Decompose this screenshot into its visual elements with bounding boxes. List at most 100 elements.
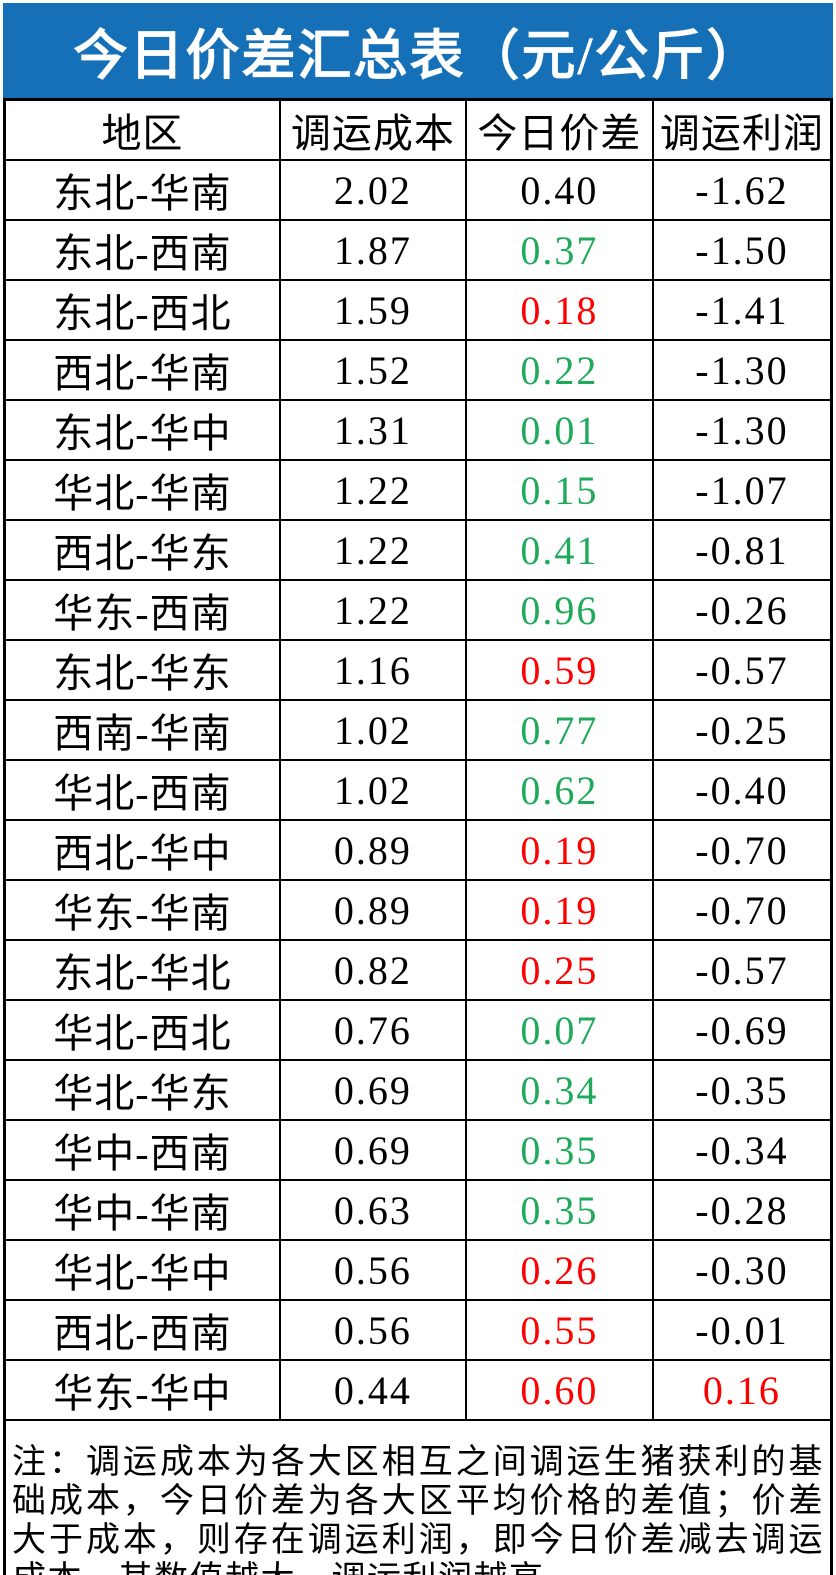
diff-cell: 0.41: [464, 519, 654, 581]
region-cell: 东北-西南: [3, 219, 281, 281]
profit-cell: -1.30: [651, 399, 833, 461]
column-header-profit: 调运利润: [651, 98, 833, 161]
profit-cell: -1.41: [651, 279, 833, 341]
page-title: 今日价差汇总表（元/公斤）: [3, 3, 833, 98]
cost-cell: 0.56: [278, 1299, 467, 1361]
region-cell: 东北-西北: [3, 279, 281, 341]
diff-cell: 0.40: [464, 159, 654, 221]
region-cell: 华中-西南: [3, 1119, 281, 1181]
column-header-cost: 调运成本: [278, 98, 467, 161]
profit-cell: -0.70: [651, 819, 833, 881]
table-row: 华北-华中 0.56 0.26 -0.30: [3, 1239, 833, 1301]
cost-cell: 0.69: [278, 1059, 467, 1121]
cost-cell: 1.02: [278, 759, 467, 821]
diff-cell: 0.19: [464, 879, 654, 941]
cost-cell: 0.69: [278, 1119, 467, 1181]
diff-cell: 0.77: [464, 699, 654, 761]
diff-cell: 0.26: [464, 1239, 654, 1301]
profit-cell: -1.62: [651, 159, 833, 221]
table-row: 东北-华中 1.31 0.01 -1.30: [3, 399, 833, 461]
region-cell: 西北-华南: [3, 339, 281, 401]
region-cell: 西南-华南: [3, 699, 281, 761]
region-cell: 华北-西北: [3, 999, 281, 1061]
table-row: 华东-华南 0.89 0.19 -0.70: [3, 879, 833, 941]
diff-cell: 0.60: [464, 1359, 654, 1421]
column-header-diff: 今日价差: [464, 98, 654, 161]
region-cell: 华北-华南: [3, 459, 281, 521]
table-row: 东北-西北 1.59 0.18 -1.41: [3, 279, 833, 341]
table-row: 华北-西南 1.02 0.62 -0.40: [3, 759, 833, 821]
profit-cell: -0.81: [651, 519, 833, 581]
cost-cell: 1.52: [278, 339, 467, 401]
profit-cell: -0.30: [651, 1239, 833, 1301]
cost-cell: 1.22: [278, 579, 467, 641]
profit-cell: -0.28: [651, 1179, 833, 1241]
cost-cell: 0.76: [278, 999, 467, 1061]
column-header-region: 地区: [3, 98, 281, 161]
diff-cell: 0.35: [464, 1119, 654, 1181]
diff-cell: 0.37: [464, 219, 654, 281]
diff-cell: 0.96: [464, 579, 654, 641]
table-row: 华北-华南 1.22 0.15 -1.07: [3, 459, 833, 521]
table-row: 西北-西南 0.56 0.55 -0.01: [3, 1299, 833, 1361]
region-cell: 华北-华东: [3, 1059, 281, 1121]
region-cell: 华东-华中: [3, 1359, 281, 1421]
table-note: 注：调运成本为各大区相互之间调运生猪获利的基础成本，今日价差为各大区平均价格的差…: [3, 1419, 833, 1575]
table-row: 华东-西南 1.22 0.96 -0.26: [3, 579, 833, 641]
cost-cell: 1.22: [278, 519, 467, 581]
cost-cell: 1.02: [278, 699, 467, 761]
table-row: 东北-华东 1.16 0.59 -0.57: [3, 639, 833, 701]
profit-cell: -1.07: [651, 459, 833, 521]
cost-cell: 1.16: [278, 639, 467, 701]
table-row: 西北-华中 0.89 0.19 -0.70: [3, 819, 833, 881]
region-cell: 华东-西南: [3, 579, 281, 641]
region-cell: 华北-华中: [3, 1239, 281, 1301]
cost-cell: 0.56: [278, 1239, 467, 1301]
cost-cell: 0.89: [278, 819, 467, 881]
price-table: 地区 调运成本 今日价差 调运利润 东北-华南 2.02 0.40 -1.62 …: [3, 98, 833, 1575]
diff-cell: 0.55: [464, 1299, 654, 1361]
cost-cell: 1.22: [278, 459, 467, 521]
diff-cell: 0.59: [464, 639, 654, 701]
profit-cell: -0.57: [651, 639, 833, 701]
profit-cell: -0.25: [651, 699, 833, 761]
diff-cell: 0.01: [464, 399, 654, 461]
diff-cell: 0.22: [464, 339, 654, 401]
table-row: 东北-西南 1.87 0.37 -1.50: [3, 219, 833, 281]
region-cell: 东北-华北: [3, 939, 281, 1001]
profit-cell: -1.50: [651, 219, 833, 281]
header-row: 地区 调运成本 今日价差 调运利润: [3, 98, 833, 161]
profit-cell: -1.30: [651, 339, 833, 401]
diff-cell: 0.07: [464, 999, 654, 1061]
cost-cell: 0.82: [278, 939, 467, 1001]
diff-cell: 0.25: [464, 939, 654, 1001]
region-cell: 西北-华中: [3, 819, 281, 881]
table-row: 华北-华东 0.69 0.34 -0.35: [3, 1059, 833, 1121]
table-body: 东北-华南 2.02 0.40 -1.62 东北-西南 1.87 0.37 -1…: [3, 159, 833, 1421]
profit-cell: -0.34: [651, 1119, 833, 1181]
profit-cell: -0.26: [651, 579, 833, 641]
profit-cell: -0.70: [651, 879, 833, 941]
cost-cell: 1.87: [278, 219, 467, 281]
profit-cell: 0.16: [651, 1359, 833, 1421]
table-row: 东北-华北 0.82 0.25 -0.57: [3, 939, 833, 1001]
diff-cell: 0.34: [464, 1059, 654, 1121]
cost-cell: 0.63: [278, 1179, 467, 1241]
region-cell: 华东-华南: [3, 879, 281, 941]
region-cell: 华北-西南: [3, 759, 281, 821]
profit-cell: -0.35: [651, 1059, 833, 1121]
profit-cell: -0.57: [651, 939, 833, 1001]
table-row: 东北-华南 2.02 0.40 -1.62: [3, 159, 833, 221]
cost-cell: 0.89: [278, 879, 467, 941]
diff-cell: 0.62: [464, 759, 654, 821]
table-row: 华东-华中 0.44 0.60 0.16: [3, 1359, 833, 1421]
profit-cell: -0.69: [651, 999, 833, 1061]
diff-cell: 0.18: [464, 279, 654, 341]
region-cell: 西北-西南: [3, 1299, 281, 1361]
table-row: 华中-华南 0.63 0.35 -0.28: [3, 1179, 833, 1241]
diff-cell: 0.15: [464, 459, 654, 521]
note-row: 注：调运成本为各大区相互之间调运生猪获利的基础成本，今日价差为各大区平均价格的差…: [3, 1419, 833, 1575]
table-row: 华中-西南 0.69 0.35 -0.34: [3, 1119, 833, 1181]
profit-cell: -0.40: [651, 759, 833, 821]
